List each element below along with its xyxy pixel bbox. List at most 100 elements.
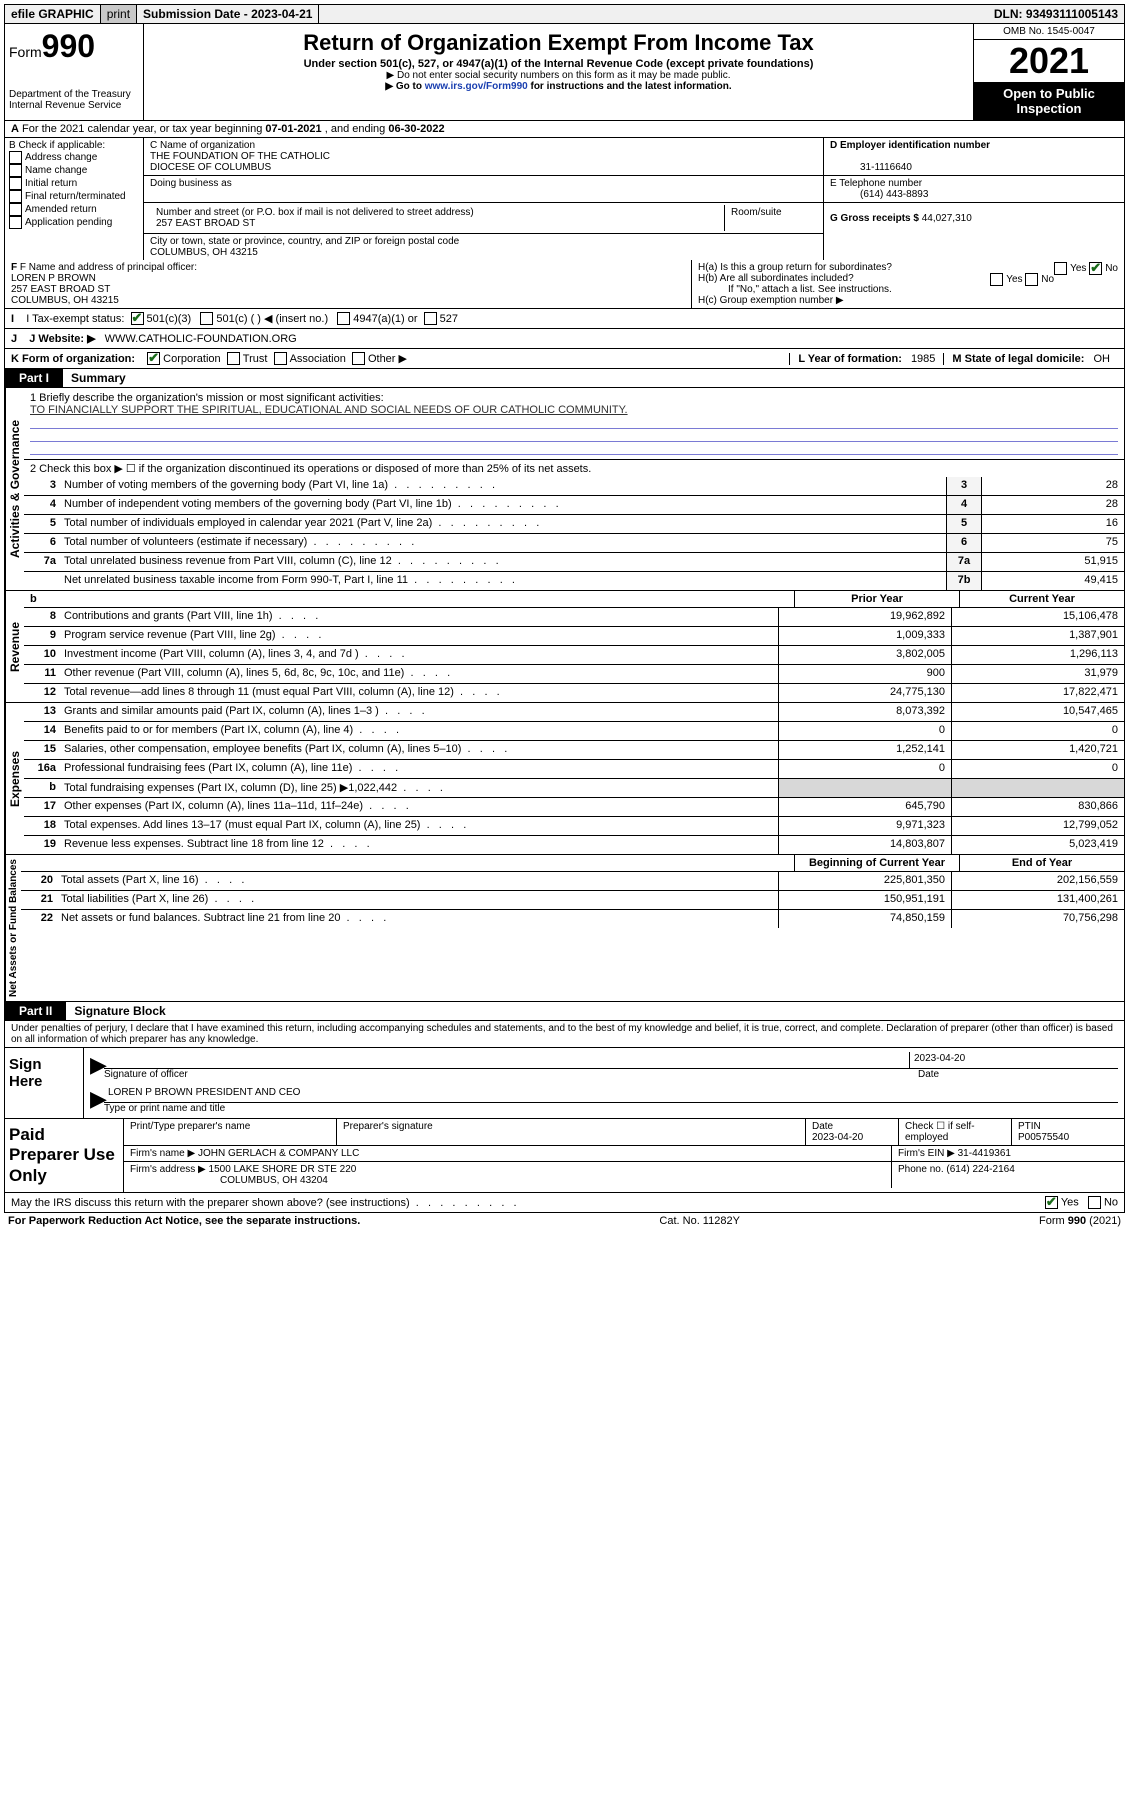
section-bcd: B Check if applicable: Address change Na… [4,138,1125,260]
money-row: 17Other expenses (Part IX, column (A), l… [24,798,1124,817]
chk-corporation[interactable] [147,352,160,365]
money-row: 12Total revenue—add lines 8 through 11 (… [24,684,1124,702]
mission-block: 1 Briefly describe the organization's mi… [24,388,1124,460]
row-i-tax-status: I I Tax-exempt status: 501(c)(3) 501(c) … [4,309,1125,329]
officer-name-title: LOREN P BROWN PRESIDENT AND CEO [104,1086,304,1102]
ha-row: H(a) Is this a group return for subordin… [698,262,1118,273]
chk-amended-return[interactable]: Amended return [9,203,139,216]
print-button[interactable]: print [101,5,137,23]
tax-year: 2021 [974,40,1124,82]
discuss-row: May the IRS discuss this return with the… [4,1193,1125,1213]
dln: DLN: 93493111005143 [988,5,1124,23]
org-name-cell: C Name of organization THE FOUNDATION OF… [144,138,823,176]
money-row: 16aProfessional fundraising fees (Part I… [24,760,1124,779]
firm-ein: Firm's EIN ▶ 31-4419361 [892,1146,1124,1161]
col-b-head: B Check if applicable: [9,140,139,151]
chk-name-change[interactable]: Name change [9,164,139,177]
row-fh: F F Name and address of principal office… [4,260,1125,309]
paid-preparer-block: Paid Preparer Use Only Print/Type prepar… [4,1119,1125,1193]
top-bar: efile GRAPHIC print Submission Date - 20… [4,4,1125,24]
submission-date: Submission Date - 2023-04-21 [137,5,319,23]
form-subtitle: Under section 501(c), 527, or 4947(a)(1)… [152,58,965,70]
gov-row: 7aTotal unrelated business revenue from … [24,553,1124,572]
ein-cell: D Employer identification number 31-1116… [824,138,1124,176]
chk-501c3[interactable] [131,312,144,325]
expenses-block: Expenses 13Grants and similar amounts pa… [4,703,1125,855]
officer-city: COLUMBUS, OH 43215 [11,295,685,306]
line-2: 2 Check this box ▶ ☐ if the organization… [24,460,1124,477]
chk-application-pending[interactable]: Application pending [9,216,139,229]
room-suite: Room/suite [725,205,817,231]
hc-row: H(c) Group exemption number ▶ [698,295,1118,306]
firm-address: Firm's address ▶ 1500 LAKE SHORE DR STE … [124,1162,892,1188]
website-url: WWW.CATHOLIC-FOUNDATION.ORG [105,333,297,345]
gov-row: 4Number of independent voting members of… [24,496,1124,515]
money-row: 11Other revenue (Part VIII, column (A), … [24,665,1124,684]
money-row: 21Total liabilities (Part X, line 26)150… [21,891,1124,910]
money-row: 15Salaries, other compensation, employee… [24,741,1124,760]
row-k-org-form: K Form of organization: Corporation Trus… [4,349,1125,369]
year-formation: L Year of formation: 1985 [789,353,943,365]
phone-cell: E Telephone number (614) 443-8893 [824,176,1124,203]
firm-phone: Phone no. (614) 224-2164 [892,1162,1124,1188]
chk-4947[interactable] [337,312,350,325]
officer-street: 257 EAST BROAD ST [11,284,685,295]
firm-name: Firm's name ▶ JOHN GERLACH & COMPANY LLC [124,1146,892,1161]
officer-label: F F Name and address of principal office… [11,262,685,273]
money-row: 20Total assets (Part X, line 16)225,801,… [21,872,1124,891]
footer-mid: Cat. No. 11282Y [659,1215,740,1227]
vert-revenue: Revenue [5,591,24,702]
chk-other[interactable] [352,352,365,365]
name-title-label: Type or print name and title [104,1103,1118,1114]
money-row: 14Benefits paid to or for members (Part … [24,722,1124,741]
footer-left: For Paperwork Reduction Act Notice, see … [8,1215,360,1227]
officer-name: LOREN P BROWN [11,273,685,284]
money-row: 8Contributions and grants (Part VIII, li… [24,608,1124,627]
form-note-1: ▶ Do not enter social security numbers o… [152,70,965,81]
prep-name-head: Print/Type preparer's name [124,1119,337,1145]
money-row: 22Net assets or fund balances. Subtract … [21,910,1124,928]
mission-text: TO FINANCIALLY SUPPORT THE SPIRITUAL, ED… [30,404,1118,416]
gov-row: Net unrelated business taxable income fr… [24,572,1124,590]
vert-expenses: Expenses [5,703,24,854]
row-a-tax-year: A For the 2021 calendar year, or tax yea… [4,121,1125,138]
prep-selfemp: Check ☐ if self-employed [899,1119,1012,1145]
form-title: Return of Organization Exempt From Incom… [152,30,965,56]
chk-501c[interactable] [200,312,213,325]
sign-here-label: Sign Here [5,1048,84,1118]
gov-row: 5Total number of individuals employed in… [24,515,1124,534]
chk-initial-return[interactable]: Initial return [9,177,139,190]
irs-link[interactable]: www.irs.gov/Form990 [425,81,528,92]
street-cell: Number and street (or P.O. box if mail i… [144,203,823,234]
form-note-2: ▶ Go to www.irs.gov/Form990 for instruct… [152,81,965,92]
prep-sig-head: Preparer's signature [337,1119,806,1145]
chk-527[interactable] [424,312,437,325]
netassets-block: Net Assets or Fund Balances Beginning of… [4,855,1125,1002]
money-row: bTotal fundraising expenses (Part IX, co… [24,779,1124,798]
vert-governance: Activities & Governance [5,388,24,590]
gross-cell: G Gross receipts $ 44,027,310 [824,203,1124,226]
chk-association[interactable] [274,352,287,365]
netassets-col-heads: Beginning of Current Year End of Year [21,855,1124,872]
chk-trust[interactable] [227,352,240,365]
chk-discuss-yes[interactable] [1045,1196,1058,1209]
footer-right: Form 990 (2021) [1039,1215,1121,1227]
governance-block: Activities & Governance 1 Briefly descri… [4,388,1125,591]
form-number: Form990 [9,28,139,65]
vert-netassets: Net Assets or Fund Balances [5,855,21,1001]
city-cell: City or town, state or province, country… [144,234,823,260]
dba-cell: Doing business as [144,176,823,203]
declaration: Under penalties of perjury, I declare th… [4,1021,1125,1048]
money-row: 19Revenue less expenses. Subtract line 1… [24,836,1124,854]
chk-discuss-no[interactable] [1088,1196,1101,1209]
row-j-website: J J Website: ▶ WWW.CATHOLIC-FOUNDATION.O… [4,329,1125,349]
part-1-header: Part I Summary [4,369,1125,388]
dept-label: Department of the Treasury [9,89,139,100]
money-row: 18Total expenses. Add lines 13–17 (must … [24,817,1124,836]
money-row: 10Investment income (Part VIII, column (… [24,646,1124,665]
sign-date: 2023-04-20 [909,1052,1118,1068]
chk-final-return[interactable]: Final return/terminated [9,190,139,203]
revenue-col-heads: b Prior Year Current Year [24,591,1124,608]
chk-address-change[interactable]: Address change [9,151,139,164]
date-label: Date [918,1069,1118,1080]
